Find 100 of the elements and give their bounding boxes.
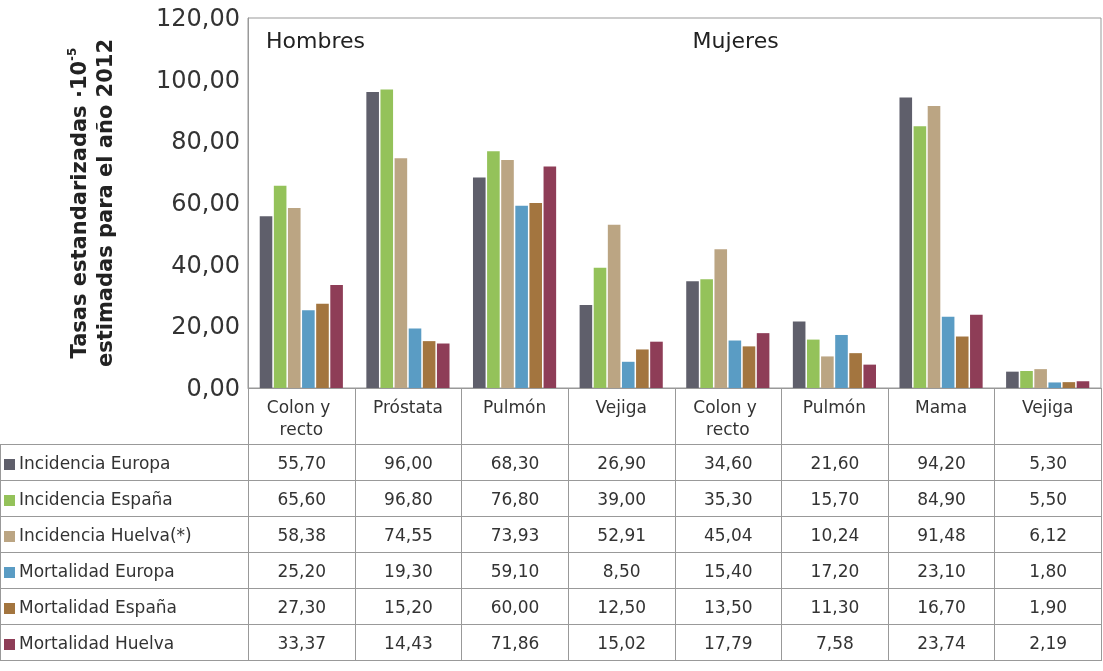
bar	[927, 105, 941, 388]
data-label: 19,30	[355, 552, 462, 589]
data-label: 6,12	[994, 516, 1102, 553]
bar	[792, 321, 806, 388]
y-tick-label: 20,00	[171, 312, 240, 341]
bar	[593, 267, 607, 388]
data-label: 12,50	[568, 588, 675, 625]
bar	[913, 126, 927, 388]
y-tick-label: 100,00	[156, 65, 240, 94]
data-label: 5,30	[994, 444, 1102, 481]
legend-label: Mortalidad Europa	[0, 552, 249, 589]
data-label: 13,50	[675, 588, 782, 625]
bar	[422, 341, 436, 388]
legend-label: Mortalidad Huelva	[0, 624, 249, 661]
data-label: 34,60	[675, 444, 782, 481]
bar	[1076, 381, 1090, 388]
bar	[650, 341, 663, 388]
bar	[302, 310, 315, 388]
data-label: 52,91	[568, 516, 675, 553]
bar	[849, 353, 862, 388]
bar	[821, 356, 834, 388]
data-label: 60,00	[461, 588, 569, 625]
x-tick-label: Colon y recto	[693, 397, 763, 439]
data-label: 11,30	[781, 588, 889, 625]
bar	[1048, 382, 1062, 388]
data-label: 74,55	[355, 516, 462, 553]
data-label: 35,30	[675, 480, 782, 517]
bar	[408, 328, 422, 388]
data-label: 1,90	[994, 588, 1102, 625]
data-label: 10,24	[781, 516, 889, 553]
annotation: Mujeres	[692, 28, 779, 53]
bar	[621, 361, 635, 388]
data-label: 17,79	[675, 624, 782, 661]
y-tick-label: 120,00	[156, 4, 240, 32]
bar	[436, 343, 450, 388]
data-label: 15,02	[568, 624, 675, 661]
bar	[1034, 369, 1047, 388]
data-label: 8,50	[568, 552, 675, 589]
data-label: 15,40	[675, 552, 782, 589]
data-label: 14,43	[355, 624, 462, 661]
bar	[330, 285, 343, 388]
data-label: 73,93	[461, 516, 569, 553]
data-label: 71,86	[461, 624, 569, 661]
data-label: 21,60	[781, 444, 889, 481]
data-label: 84,90	[888, 480, 995, 517]
data-label: 55,70	[248, 444, 356, 481]
data-label: 26,90	[568, 444, 675, 481]
legend-label: Incidencia Huelva(*)	[0, 516, 249, 553]
data-label: 94,20	[888, 444, 995, 481]
bar	[472, 177, 486, 388]
data-label: 16,70	[888, 588, 995, 625]
data-label: 15,70	[781, 480, 889, 517]
data-label: 7,58	[781, 624, 889, 661]
data-label: 23,74	[888, 624, 995, 661]
x-tick-label: Pulmón	[802, 397, 867, 417]
bar	[380, 89, 394, 388]
bar	[579, 305, 593, 388]
y-tick-label: 40,00	[171, 250, 240, 279]
x-tick-label: Colon y recto	[266, 397, 336, 439]
x-tick-label: Pulmón	[482, 397, 547, 417]
data-label: 59,10	[461, 552, 569, 589]
bar	[899, 97, 913, 388]
bar	[1020, 371, 1033, 388]
bar	[287, 208, 301, 388]
bar	[700, 279, 713, 388]
bar	[259, 216, 273, 388]
bar	[970, 314, 983, 388]
bar	[714, 249, 728, 388]
bar	[941, 316, 955, 388]
y-tick-label: 60,00	[171, 189, 240, 217]
bar	[607, 224, 621, 388]
y-tick-label: 80,00	[171, 127, 240, 156]
bar	[728, 340, 742, 388]
bar	[529, 203, 543, 388]
bar	[636, 349, 649, 388]
data-label: 1,80	[994, 552, 1102, 589]
bar	[366, 92, 379, 388]
bar	[955, 336, 969, 388]
legend-label: Incidencia España	[0, 480, 249, 517]
bar	[686, 281, 699, 388]
x-tick-label: Mama	[915, 397, 968, 417]
bar	[394, 158, 408, 388]
data-label: 68,30	[461, 444, 569, 481]
bar	[501, 160, 514, 388]
data-label: 5,50	[994, 480, 1102, 517]
legend-label: Incidencia Europa	[0, 444, 249, 481]
bar	[487, 151, 500, 388]
data-label: 58,38	[248, 516, 356, 553]
data-label: 17,20	[781, 552, 889, 589]
bar	[1006, 371, 1019, 388]
bar	[806, 339, 820, 388]
data-label: 96,80	[355, 480, 462, 517]
data-label: 27,30	[248, 588, 356, 625]
x-tick-label: Vejiga	[595, 397, 647, 417]
data-label: 91,48	[888, 516, 995, 553]
data-label: 76,80	[461, 480, 569, 517]
bar	[515, 205, 528, 388]
data-label: 15,20	[355, 588, 462, 625]
bar	[273, 185, 287, 388]
legend-label: Mortalidad España	[0, 588, 249, 625]
